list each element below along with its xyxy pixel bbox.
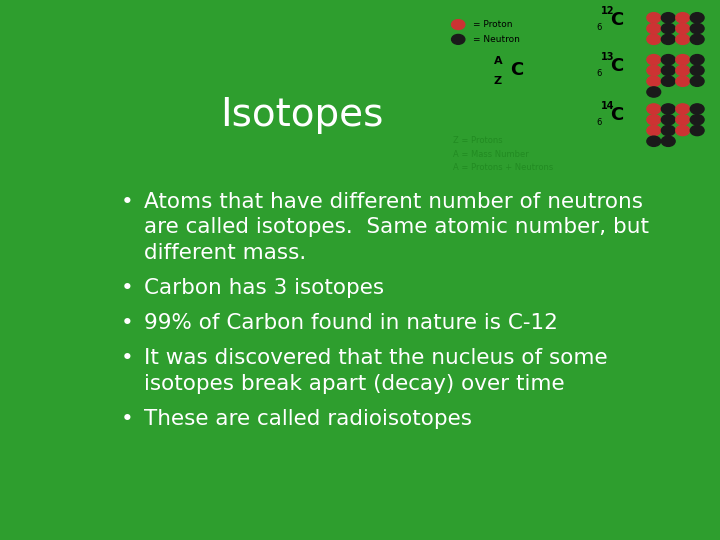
Text: Z = Protons: Z = Protons: [453, 136, 503, 145]
Circle shape: [676, 55, 690, 65]
Circle shape: [647, 114, 661, 125]
Text: C: C: [611, 57, 624, 75]
Circle shape: [690, 55, 704, 65]
Circle shape: [690, 65, 704, 76]
Circle shape: [647, 34, 661, 44]
Circle shape: [647, 87, 661, 97]
Circle shape: [676, 114, 690, 125]
Circle shape: [451, 35, 465, 44]
Circle shape: [690, 76, 704, 86]
Text: = Neutron: = Neutron: [473, 35, 520, 44]
Text: Z: Z: [494, 76, 502, 86]
Text: C: C: [510, 61, 523, 79]
Circle shape: [690, 34, 704, 44]
Circle shape: [690, 12, 704, 23]
Circle shape: [690, 125, 704, 136]
Text: •: •: [121, 409, 133, 429]
Text: •: •: [121, 313, 133, 333]
Text: A = Mass Number: A = Mass Number: [453, 150, 528, 159]
Text: It was discovered that the nucleus of some
isotopes break apart (decay) over tim: It was discovered that the nucleus of so…: [144, 348, 608, 394]
Text: These are called radioisotopes: These are called radioisotopes: [144, 409, 472, 429]
Circle shape: [647, 65, 661, 76]
Circle shape: [451, 19, 465, 30]
Text: A: A: [494, 56, 503, 66]
Text: •: •: [121, 278, 133, 298]
Circle shape: [676, 125, 690, 136]
Circle shape: [647, 136, 661, 146]
Text: 6: 6: [596, 118, 601, 127]
Text: 99% of Carbon found in nature is C-12: 99% of Carbon found in nature is C-12: [144, 313, 558, 333]
Circle shape: [690, 114, 704, 125]
Circle shape: [647, 23, 661, 33]
Text: = Proton: = Proton: [473, 20, 513, 29]
Circle shape: [647, 12, 661, 23]
Circle shape: [647, 76, 661, 86]
Text: 13: 13: [601, 52, 615, 62]
Text: 6: 6: [596, 23, 601, 31]
Circle shape: [690, 23, 704, 33]
Text: 12: 12: [601, 6, 615, 16]
Circle shape: [647, 104, 661, 114]
Text: A = Protons + Neutrons: A = Protons + Neutrons: [453, 164, 553, 172]
Circle shape: [647, 125, 661, 136]
Circle shape: [662, 76, 675, 86]
Text: C: C: [611, 106, 624, 124]
Circle shape: [676, 65, 690, 76]
Text: •: •: [121, 348, 133, 368]
Text: 14: 14: [601, 102, 615, 111]
Text: Isotopes: Isotopes: [220, 96, 384, 134]
Circle shape: [676, 76, 690, 86]
Circle shape: [662, 34, 675, 44]
Circle shape: [662, 136, 675, 146]
Circle shape: [676, 23, 690, 33]
Text: Atoms that have different number of neutrons
are called isotopes.  Same atomic n: Atoms that have different number of neut…: [144, 192, 649, 263]
Text: C: C: [611, 11, 624, 29]
Circle shape: [676, 12, 690, 23]
Circle shape: [690, 104, 704, 114]
Text: •: •: [121, 192, 133, 212]
Text: Carbon has 3 isotopes: Carbon has 3 isotopes: [144, 278, 384, 298]
Circle shape: [662, 12, 675, 23]
Circle shape: [662, 104, 675, 114]
Circle shape: [647, 55, 661, 65]
Circle shape: [662, 23, 675, 33]
Circle shape: [676, 104, 690, 114]
Text: 6: 6: [596, 69, 601, 78]
Circle shape: [662, 55, 675, 65]
Circle shape: [662, 114, 675, 125]
Circle shape: [676, 34, 690, 44]
Circle shape: [662, 65, 675, 76]
Circle shape: [662, 125, 675, 136]
